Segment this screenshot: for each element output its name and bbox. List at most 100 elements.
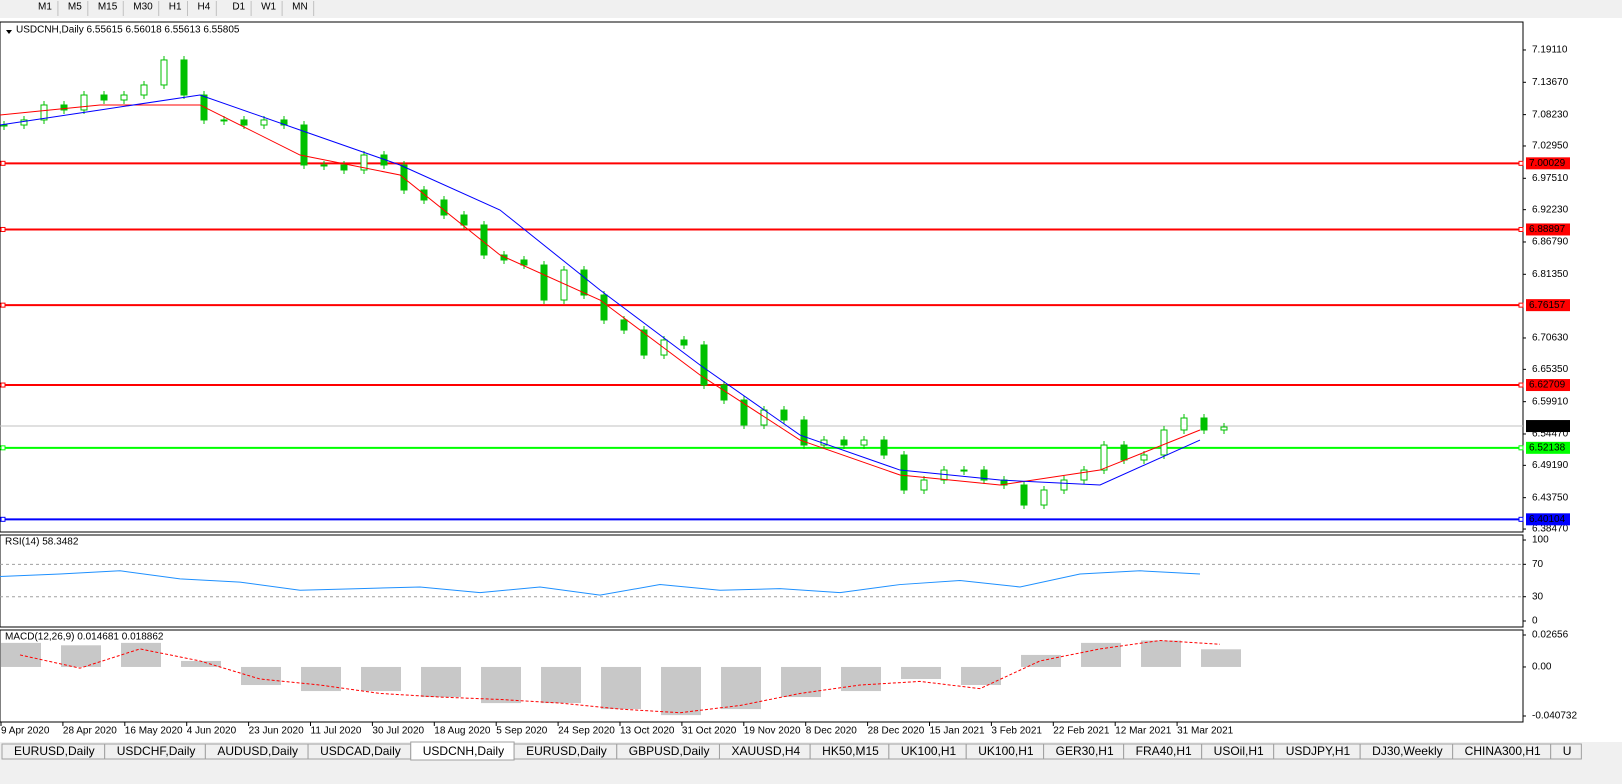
x-tick-label: 22 Feb 2021 — [1053, 726, 1110, 737]
tab-label[interactable]: USOil,H1 — [1214, 744, 1264, 758]
x-tick-label: 12 Mar 2021 — [1115, 726, 1172, 737]
x-tick-label: 13 Oct 2020 — [620, 726, 675, 737]
rsi-line — [0, 570, 1201, 596]
candle — [180, 59, 188, 96]
price-title: USDCNH,Daily 6.55615 6.56018 6.55613 6.5… — [16, 25, 240, 36]
tab-label[interactable]: AUDUSD,Daily — [217, 744, 298, 758]
candle — [980, 469, 988, 481]
tab-label[interactable]: USDCAD,Daily — [320, 744, 401, 758]
tab-label[interactable]: CHINA300,H1 — [1465, 744, 1541, 758]
macd-bar — [481, 666, 521, 704]
timeframe-button[interactable]: H4 — [198, 2, 211, 13]
y-tick-label: -0.040732 — [1532, 711, 1577, 722]
candle — [860, 439, 868, 446]
menu-arrow[interactable] — [6, 30, 12, 34]
level-handle[interactable] — [1518, 160, 1524, 166]
tab-label[interactable]: UK100,H1 — [978, 744, 1034, 758]
tab-label[interactable]: XAUUSD,H4 — [731, 744, 800, 758]
candle — [1180, 417, 1188, 431]
x-tick-label: 24 Sep 2020 — [558, 726, 615, 737]
y-tick-label: 70 — [1532, 559, 1544, 570]
tab-label[interactable]: DJ30,Weekly — [1372, 744, 1442, 758]
candle — [840, 439, 848, 446]
y-tick-label: 0 — [1532, 616, 1538, 627]
x-tick-label: 15 Jan 2021 — [930, 726, 985, 737]
candle — [1080, 469, 1088, 481]
candle — [880, 439, 888, 456]
level-handle[interactable] — [0, 516, 6, 522]
timeframe-button[interactable]: W1 — [261, 2, 276, 13]
level-handle[interactable] — [0, 160, 6, 166]
candle — [580, 269, 588, 296]
macd-bar — [541, 666, 581, 704]
candle — [900, 454, 908, 491]
macd-bar — [721, 666, 761, 710]
tab-label[interactable]: HK50,M15 — [822, 744, 879, 758]
candle — [240, 119, 248, 126]
x-tick-label: 18 Aug 2020 — [434, 726, 491, 737]
macd-panel — [0, 629, 1524, 723]
candle — [920, 479, 928, 491]
level-tag — [1526, 441, 1570, 454]
candle — [540, 264, 548, 301]
level-label: 6.40104 — [1529, 514, 1566, 525]
y-tick-label: 6.97510 — [1532, 173, 1569, 184]
x-tick-label: 28 Dec 2020 — [868, 726, 925, 737]
level-handle[interactable] — [1518, 445, 1524, 451]
timeframe-button[interactable]: M1 — [38, 2, 52, 13]
rsi-title: RSI(14) 58.3482 — [5, 537, 79, 548]
timeframe-button[interactable]: M30 — [133, 2, 153, 13]
timeframe-button[interactable]: D1 — [232, 2, 245, 13]
timeframe-button[interactable]: M5 — [68, 2, 82, 13]
level-handle[interactable] — [1518, 302, 1524, 308]
level-handle[interactable] — [1518, 516, 1524, 522]
candle — [1120, 444, 1128, 461]
candle — [500, 254, 508, 261]
tab-label[interactable]: GER30,H1 — [1056, 744, 1114, 758]
candle — [740, 399, 748, 426]
level-handle[interactable] — [1518, 226, 1524, 232]
macd-bar — [121, 642, 161, 667]
level-tag — [1526, 157, 1570, 170]
candle — [160, 59, 168, 86]
moving-average — [0, 94, 1201, 486]
timeframe-button[interactable]: MN — [292, 2, 308, 13]
tab[interactable] — [1550, 743, 1582, 760]
tab-label[interactable]: USDJPY,H1 — [1286, 744, 1351, 758]
level-handle[interactable] — [1518, 382, 1524, 388]
x-tick-label: 19 Nov 2020 — [744, 726, 801, 737]
candle — [300, 124, 308, 166]
level-tag — [1526, 299, 1570, 312]
timeframe-button[interactable]: M15 — [98, 2, 118, 13]
candle — [1040, 489, 1048, 506]
candle — [80, 94, 88, 111]
x-tick-label: 23 Jun 2020 — [249, 726, 304, 737]
x-tick-label: 4 Jun 2020 — [187, 726, 237, 737]
y-tick-label: 7.19110 — [1532, 45, 1568, 56]
y-tick-label: 6.86790 — [1532, 237, 1569, 248]
candle — [440, 199, 448, 216]
macd-bar — [361, 666, 401, 692]
level-handle[interactable] — [0, 302, 6, 308]
rsi-panel — [0, 534, 1524, 628]
tab-label[interactable]: EURUSD,Daily — [526, 744, 607, 758]
tab-label[interactable]: FRA40,H1 — [1136, 744, 1192, 758]
candle — [20, 119, 28, 126]
macd-bar — [901, 666, 941, 680]
candle — [40, 104, 48, 121]
level-handle[interactable] — [0, 445, 6, 451]
tab-label[interactable]: GBPUSD,Daily — [629, 744, 710, 758]
level-handle[interactable] — [0, 226, 6, 232]
tab-label[interactable]: EURUSD,Daily — [14, 744, 95, 758]
tab-label[interactable]: USDCHF,Daily — [117, 744, 196, 758]
level-tag — [1526, 379, 1570, 392]
tab-label[interactable]: USDCNH,Daily — [423, 744, 504, 758]
tab-label[interactable]: U — [1563, 744, 1572, 758]
tab-label[interactable]: UK100,H1 — [901, 744, 957, 758]
candle — [420, 189, 428, 201]
timeframe-button[interactable]: H1 — [169, 2, 182, 13]
y-tick-label: 7.08230 — [1532, 109, 1569, 120]
level-handle[interactable] — [0, 382, 6, 388]
x-tick-label: 31 Mar 2021 — [1177, 726, 1234, 737]
candle — [1100, 444, 1108, 471]
